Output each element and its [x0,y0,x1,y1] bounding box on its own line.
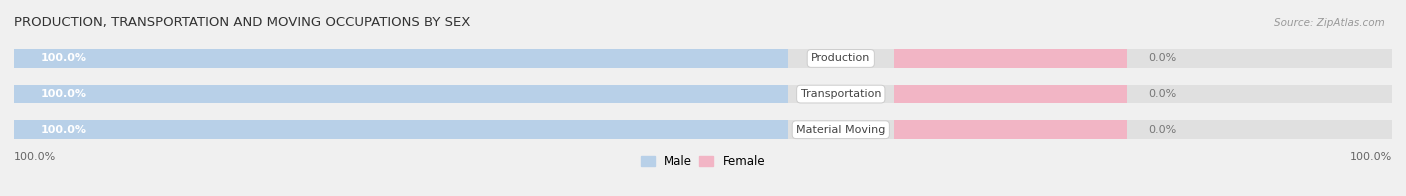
Bar [14,49,1392,68]
Text: 100.0%: 100.0% [41,89,87,99]
Text: 100.0%: 100.0% [14,152,56,162]
Text: 100.0%: 100.0% [41,125,87,135]
Bar [14,85,787,103]
Bar [14,85,1392,103]
Bar [14,49,787,68]
Text: 0.0%: 0.0% [1149,89,1177,99]
Bar [894,121,1128,139]
Bar [894,49,1128,68]
Legend: Male, Female: Male, Female [636,150,770,173]
Text: PRODUCTION, TRANSPORTATION AND MOVING OCCUPATIONS BY SEX: PRODUCTION, TRANSPORTATION AND MOVING OC… [14,15,471,29]
Text: 0.0%: 0.0% [1149,125,1177,135]
Text: 100.0%: 100.0% [1350,152,1392,162]
Bar [894,85,1128,103]
Text: Material Moving: Material Moving [796,125,886,135]
Text: 100.0%: 100.0% [41,54,87,64]
Text: Transportation: Transportation [800,89,882,99]
Text: Production: Production [811,54,870,64]
Text: 0.0%: 0.0% [1149,54,1177,64]
Bar [14,121,787,139]
Text: Source: ZipAtlas.com: Source: ZipAtlas.com [1274,18,1385,28]
Bar [14,121,1392,139]
